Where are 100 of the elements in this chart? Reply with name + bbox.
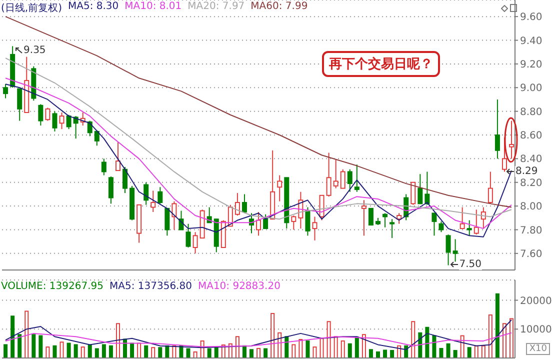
bar [186, 348, 190, 358]
candlestick [94, 130, 100, 146]
candlestick [354, 164, 360, 192]
candlestick [494, 98, 500, 160]
text: MA10: 92883.20 [198, 281, 280, 292]
candlestick [101, 158, 106, 176]
candlestick [59, 112, 64, 130]
y-tick-label: 7.60 [520, 248, 542, 260]
candlestick [108, 176, 114, 204]
candlestick [340, 168, 346, 189]
candlestick [368, 208, 374, 226]
candlestick [460, 206, 465, 230]
bar [376, 351, 380, 358]
bar [383, 350, 388, 358]
bar [4, 344, 8, 358]
bar [453, 350, 458, 358]
candlestick [277, 174, 282, 202]
chart-title: (日线,前复权) [1, 2, 62, 15]
bar [18, 334, 22, 358]
candlestick [66, 114, 72, 130]
candlestick [3, 84, 8, 99]
candlestick [38, 104, 44, 126]
bar [52, 345, 57, 358]
candlestick [424, 171, 430, 206]
candlestick [122, 166, 128, 194]
line-series [5, 332, 512, 348]
candlestick [466, 220, 472, 236]
text: 8.29 [515, 166, 538, 177]
y-tick-label: 20000 [520, 296, 552, 307]
bar [264, 348, 268, 358]
candlestick [390, 218, 395, 239]
bar [38, 335, 43, 358]
line-series [5, 16, 512, 208]
candlestick [312, 216, 318, 241]
candlestick [17, 88, 22, 122]
y-tick-label: 10000 [520, 324, 552, 336]
bar [10, 316, 15, 358]
candlestick [305, 206, 310, 236]
bar [108, 345, 113, 358]
text: VOLUME: 139267.95 [1, 281, 104, 292]
line-series [5, 319, 512, 350]
bar [306, 340, 310, 358]
bar [144, 345, 148, 358]
candlestick [158, 186, 163, 204]
candlestick [192, 232, 198, 254]
candlestick [144, 182, 149, 206]
bar [207, 348, 212, 358]
bar [439, 348, 444, 358]
candlestick [291, 215, 296, 230]
candlestick [52, 110, 58, 132]
annotation: 9.35 [24, 45, 46, 56]
annotation: 再下个交易日呢？ [322, 51, 440, 77]
candlestick [186, 223, 191, 248]
bar [158, 347, 162, 358]
text: MA10: 8.01 [124, 1, 182, 14]
y-tick-label: 9.60 [520, 12, 542, 24]
text: MA20: 7.97 [188, 1, 245, 14]
candlestick [446, 234, 451, 266]
candlestick [45, 107, 50, 122]
candlestick [150, 190, 156, 212]
bar [446, 343, 450, 358]
candlestick [382, 212, 388, 228]
bar [214, 347, 218, 358]
bar [418, 332, 422, 358]
y-tick-label: 9.40 [520, 36, 542, 47]
y-tick-label: 9.00 [520, 83, 542, 94]
bar [348, 343, 352, 358]
bar [432, 335, 436, 358]
candlestick [361, 200, 366, 236]
y-tick-label: 8.00 [520, 202, 542, 213]
text: MA5: 137356.80 [110, 281, 192, 292]
bar [390, 350, 394, 358]
y-tick-label: 8.20 [520, 178, 542, 189]
candlestick [234, 192, 240, 216]
candlestick [488, 171, 493, 204]
y-tick-label: 8.60 [520, 130, 542, 142]
y-tick-label: 7.80 [520, 225, 542, 236]
text: MA5: 8.30 [68, 1, 119, 14]
bar [32, 334, 36, 358]
candlestick [502, 136, 507, 172]
candlestick [333, 159, 338, 189]
bar [250, 349, 254, 358]
bar [102, 344, 106, 358]
y-tick-label: 8.40 [520, 154, 542, 166]
candlestick [256, 211, 262, 236]
y-tick-label: 8.80 [520, 106, 542, 118]
text: X10 [526, 343, 550, 355]
candlestick [418, 174, 423, 204]
bar [354, 336, 359, 358]
candlestick [438, 220, 444, 233]
candlestick [115, 142, 120, 172]
bar [66, 342, 71, 358]
bar [425, 326, 430, 358]
candlestick [410, 182, 416, 206]
candlestick [172, 200, 177, 230]
candlestick [263, 214, 268, 230]
bar [94, 348, 99, 358]
y-tick-label: 9.20 [520, 59, 542, 70]
bar [284, 336, 289, 358]
bar [74, 344, 78, 358]
